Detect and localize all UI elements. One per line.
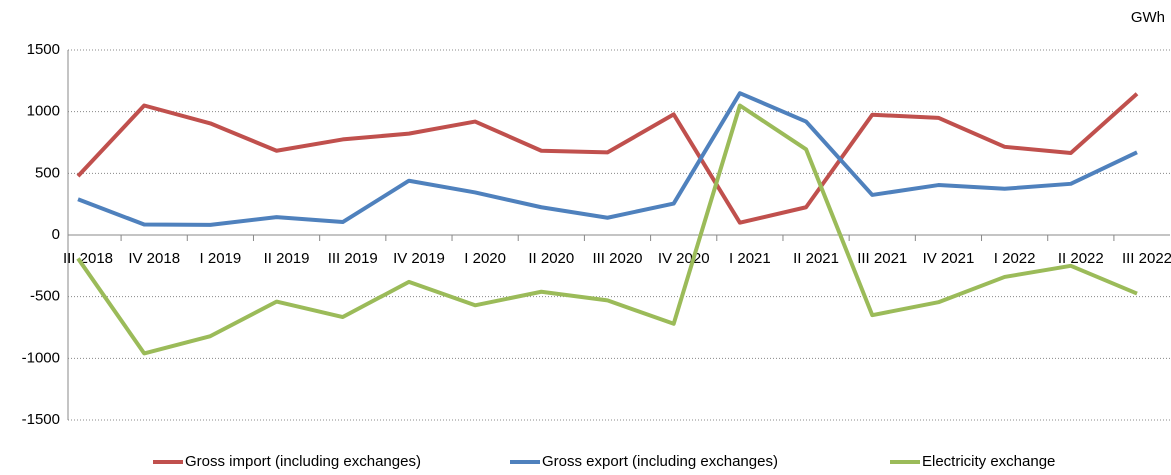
x-tick-label: IV 2020	[658, 250, 710, 267]
x-tick-label: III 2020	[592, 250, 642, 267]
x-tick-label: IV 2021	[923, 250, 975, 267]
x-tick-label: II 2019	[264, 250, 310, 267]
x-tick-label: III 2021	[857, 250, 907, 267]
y-tick-label: -1000	[22, 349, 60, 366]
x-tick-label: II 2021	[793, 250, 839, 267]
series-line	[76, 103, 1138, 356]
x-tick-label: II 2020	[528, 250, 574, 267]
unit-label: GWh	[1131, 9, 1165, 26]
x-tick-label: IV 2018	[128, 250, 180, 267]
x-tick-label: IV 2019	[393, 250, 445, 267]
x-tick-label: I 2021	[729, 250, 771, 267]
x-tick-label: III 2022	[1122, 250, 1171, 267]
legend-label: Gross export (including exchanges)	[542, 453, 778, 470]
series-line	[76, 92, 1139, 225]
legend-label: Electricity exchange	[922, 453, 1055, 470]
x-tick-label: II 2022	[1058, 250, 1104, 267]
y-tick-label: 0	[52, 226, 60, 243]
x-tick-label: III 2019	[328, 250, 378, 267]
x-tick-label: I 2020	[464, 250, 506, 267]
x-tick-label: I 2022	[994, 250, 1036, 267]
legend-label: Gross import (including exchanges)	[185, 453, 421, 470]
y-tick-label: -1500	[22, 411, 60, 428]
x-tick-label: I 2019	[200, 250, 242, 267]
y-tick-label: 1000	[27, 103, 60, 120]
y-tick-label: 1500	[27, 41, 60, 58]
x-tick-label: III 2018	[63, 250, 113, 267]
y-tick-label: 500	[35, 164, 60, 181]
y-tick-label: -500	[30, 288, 60, 305]
series-line	[77, 91, 1138, 227]
